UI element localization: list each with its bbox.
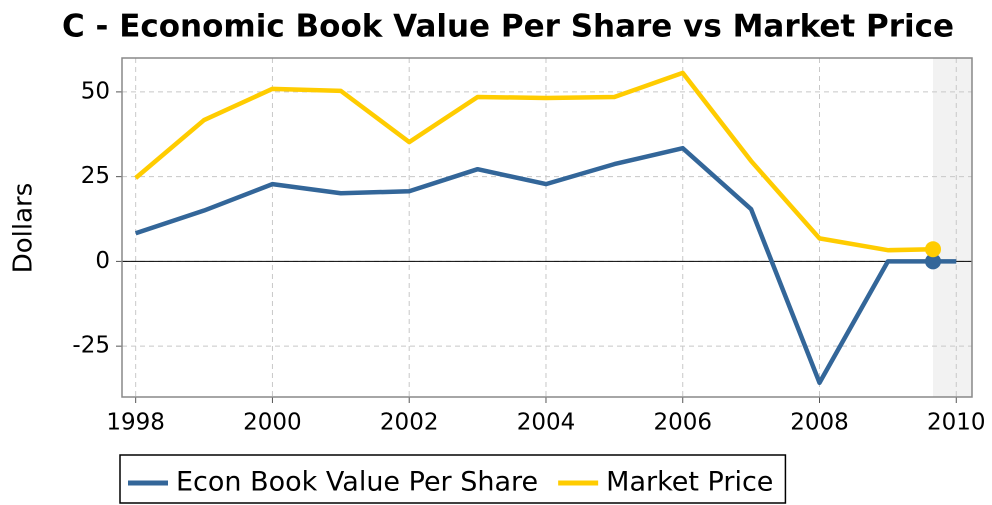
y-tick-label: 50 (81, 78, 110, 104)
x-tick-label: 2008 (790, 410, 849, 436)
chart-title: C - Economic Book Value Per Share vs Mar… (62, 9, 954, 45)
y-tick-label: -25 (72, 333, 110, 359)
y-tick-label: 0 (95, 248, 110, 274)
series-line (134, 70, 934, 253)
highlight-region (933, 58, 972, 397)
x-tick-label: 2000 (243, 410, 302, 436)
plot-background (122, 58, 972, 397)
y-tick-label: 25 (81, 163, 110, 189)
series-line (134, 145, 957, 386)
legend-label: Econ Book Value Per Share (176, 467, 538, 498)
plot-frame (121, 57, 973, 398)
legend-label: Market Price (606, 467, 773, 498)
highlight-dot (925, 253, 942, 270)
legend (119, 454, 787, 504)
x-tick-label: 2006 (653, 410, 712, 436)
x-tick-label: 2004 (517, 410, 576, 436)
highlight-dot (925, 241, 942, 258)
x-tick-label: 2010 (927, 410, 986, 436)
x-tick-label: 2002 (380, 410, 439, 436)
x-tick-label: 1998 (106, 410, 165, 436)
y-axis-label: Dollars (9, 183, 39, 274)
